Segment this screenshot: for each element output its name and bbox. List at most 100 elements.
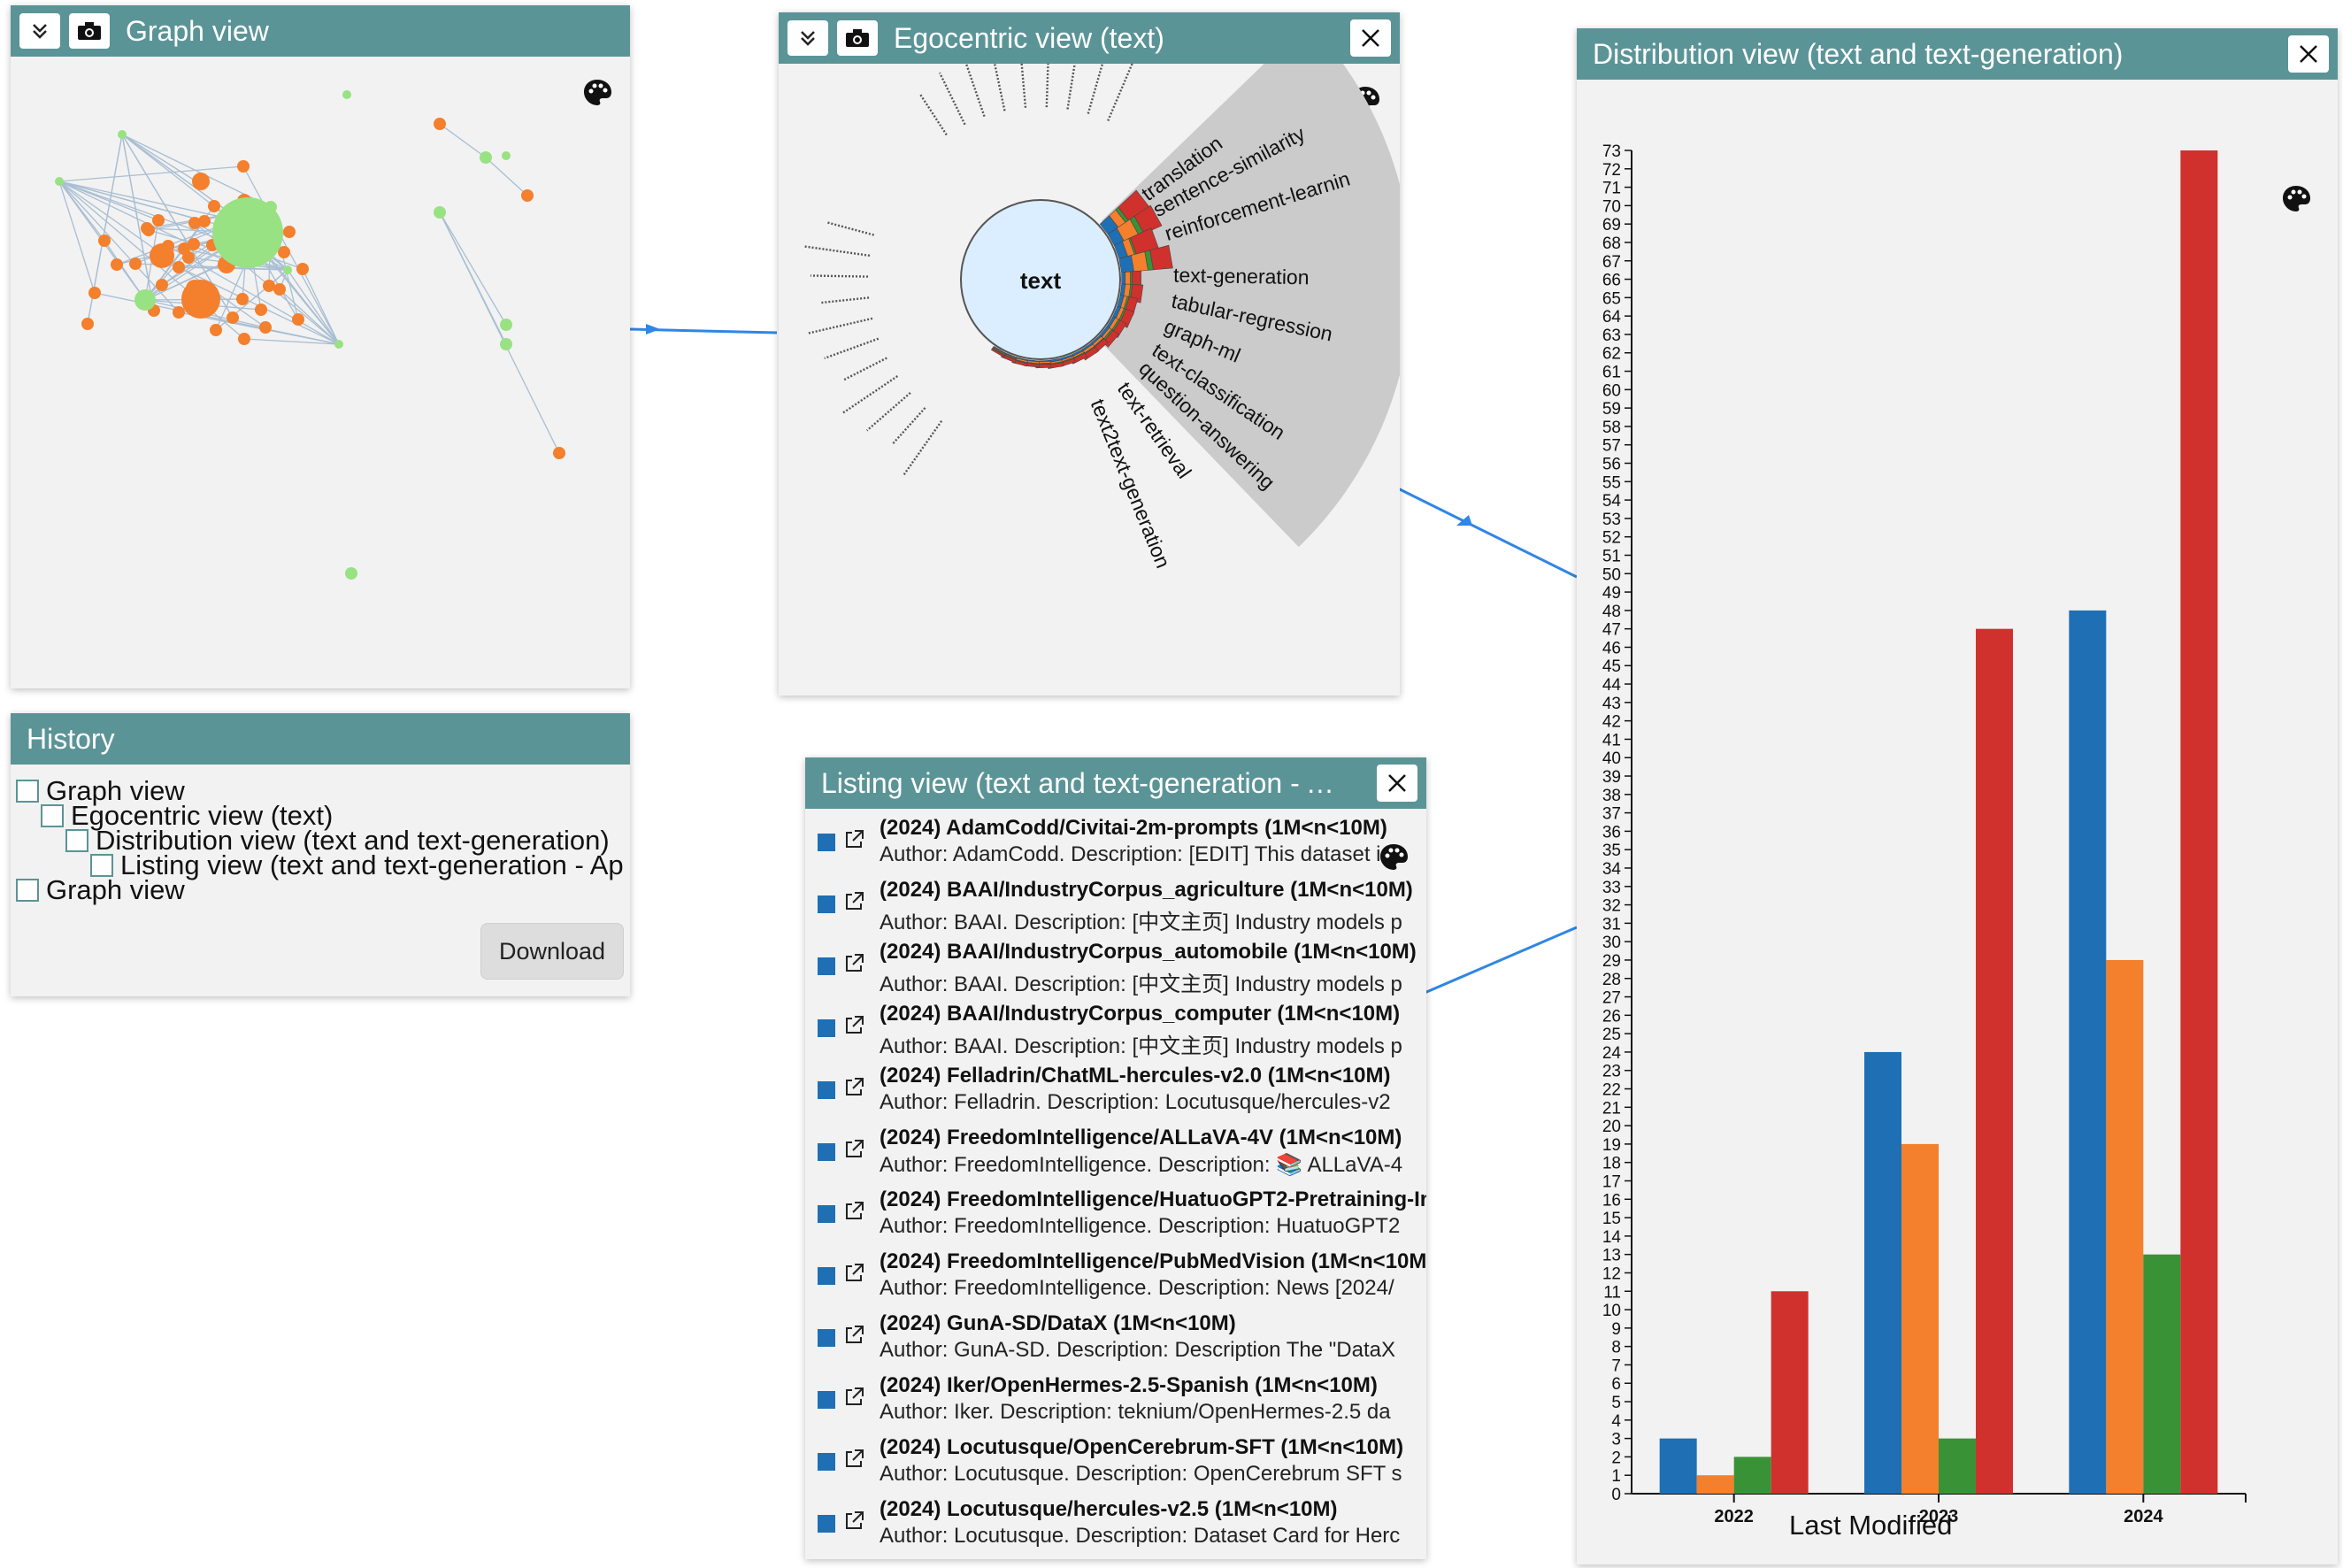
bar[interactable] xyxy=(1976,628,2013,1494)
bar-chart[interactable]: 0123456789101112131415161718192021222324… xyxy=(1577,80,2338,1564)
history-item[interactable]: Egocentric view (text) xyxy=(41,800,333,832)
minor-category-label[interactable] xyxy=(903,420,943,476)
list-item[interactable]: (2024) BAAI/IndustryCorpus_automobile (1… xyxy=(805,933,1426,996)
graph-node[interactable] xyxy=(111,258,123,271)
external-link-icon[interactable] xyxy=(842,1200,865,1223)
external-link-icon[interactable] xyxy=(842,1014,865,1037)
history-item[interactable]: Distribution view (text and text-generat… xyxy=(65,825,610,857)
external-link-icon[interactable] xyxy=(842,1510,865,1533)
listing-view-titlebar[interactable]: Listing view (text and text-generation -… xyxy=(805,757,1426,809)
list-item[interactable]: (2024) BAAI/IndustryCorpus_computer (1M<… xyxy=(805,995,1426,1058)
collapse-button[interactable] xyxy=(787,20,828,56)
graph-node[interactable] xyxy=(345,567,357,580)
graph-node[interactable] xyxy=(55,177,64,186)
bar[interactable] xyxy=(1771,1291,1809,1494)
list-item[interactable]: (2024) FreedomIntelligence/ALLaVA-4V (1M… xyxy=(805,1118,1426,1180)
minor-category-label[interactable] xyxy=(963,64,986,118)
graph-node[interactable] xyxy=(210,324,222,336)
bar[interactable] xyxy=(1696,1475,1734,1494)
graph-node[interactable] xyxy=(188,238,200,250)
palette-icon[interactable] xyxy=(2281,184,2311,214)
center-node[interactable] xyxy=(960,199,1121,360)
graph-node[interactable] xyxy=(173,261,185,273)
graph-node[interactable] xyxy=(553,447,565,459)
graph-node[interactable] xyxy=(178,242,190,255)
bar[interactable] xyxy=(1901,1143,1939,1494)
history-checkbox[interactable] xyxy=(16,879,39,902)
egocentric-view-titlebar[interactable]: Egocentric view (text) xyxy=(779,12,1400,64)
graph-node[interactable] xyxy=(173,306,185,319)
radial-bar-segment[interactable] xyxy=(1035,363,1052,369)
minor-category-label[interactable] xyxy=(1020,64,1027,108)
graph-node[interactable] xyxy=(227,311,239,324)
collapse-button[interactable] xyxy=(19,13,60,49)
minor-category-label[interactable] xyxy=(810,274,869,278)
minor-category-label[interactable] xyxy=(820,296,870,304)
external-link-icon[interactable] xyxy=(842,1448,865,1471)
graph-node[interactable] xyxy=(198,215,211,227)
radial-bar-segment[interactable] xyxy=(1133,204,1163,234)
graph-node[interactable] xyxy=(142,224,155,236)
history-checkbox[interactable] xyxy=(65,829,88,852)
external-link-icon[interactable] xyxy=(842,828,865,851)
listing-list[interactable]: (2024) AdamCodd/Civitai-2m-prompts (1M<n… xyxy=(805,809,1426,1559)
download-button[interactable]: Download xyxy=(480,923,624,980)
graph-node[interactable] xyxy=(434,118,446,130)
radial-bar-segment[interactable] xyxy=(1048,362,1064,369)
list-item[interactable]: (2024) Iker/OpenHermes-2.5-Spanish (1M<n… xyxy=(805,1366,1426,1428)
bar[interactable] xyxy=(1659,1438,1697,1494)
graph-node[interactable] xyxy=(283,265,292,274)
close-button[interactable] xyxy=(1350,19,1391,57)
graph-node[interactable] xyxy=(152,214,165,227)
graph-node[interactable] xyxy=(238,333,250,345)
radial-bar-segment[interactable] xyxy=(1011,359,1028,367)
graph-node[interactable] xyxy=(292,313,304,326)
distribution-view-titlebar[interactable]: Distribution view (text and text-generat… xyxy=(1577,28,2338,80)
graph-node[interactable] xyxy=(208,200,220,212)
close-button[interactable] xyxy=(2288,35,2329,73)
list-item[interactable]: (2024) BAAI/IndustryCorpus_agriculture (… xyxy=(805,871,1426,934)
category-label[interactable]: text-generation xyxy=(1173,264,1310,289)
history-item[interactable]: Graph view xyxy=(16,775,185,807)
graph-node[interactable] xyxy=(150,243,174,268)
graph-node[interactable] xyxy=(259,321,272,334)
history-checkbox[interactable] xyxy=(90,854,113,877)
history-checkbox[interactable] xyxy=(16,780,39,803)
graph-node[interactable] xyxy=(98,234,111,247)
minor-category-label[interactable] xyxy=(1045,64,1049,108)
minor-category-label[interactable] xyxy=(824,337,880,360)
minor-category-label[interactable] xyxy=(891,407,926,445)
minor-category-label[interactable] xyxy=(1087,64,1104,114)
bar[interactable] xyxy=(2143,1254,2181,1494)
graph-node[interactable] xyxy=(186,280,204,297)
graph-node[interactable] xyxy=(237,160,250,173)
graph-node[interactable] xyxy=(480,151,492,164)
bar[interactable] xyxy=(2069,610,2107,1494)
radial-bar-segment[interactable] xyxy=(990,348,1006,358)
graph-node[interactable] xyxy=(255,304,267,316)
graph-node[interactable] xyxy=(342,90,351,99)
graph-node[interactable] xyxy=(88,287,101,299)
graph-node[interactable] xyxy=(296,263,309,275)
graph-node[interactable] xyxy=(502,151,511,160)
graph-node[interactable] xyxy=(156,279,168,291)
external-link-icon[interactable] xyxy=(842,952,865,975)
history-item[interactable]: Listing view (text and text-generation -… xyxy=(90,849,624,881)
minor-category-label[interactable] xyxy=(841,375,899,414)
external-link-icon[interactable] xyxy=(842,1386,865,1409)
network-graph[interactable] xyxy=(11,57,630,688)
graph-node[interactable] xyxy=(434,206,446,219)
minor-category-label[interactable] xyxy=(1107,64,1133,121)
radial-bar-segment[interactable] xyxy=(1149,244,1173,271)
list-item[interactable]: (2024) Felladrin/ChatML-hercules-v2.0 (1… xyxy=(805,1057,1426,1118)
minor-category-label[interactable] xyxy=(803,245,871,257)
graph-node[interactable] xyxy=(129,257,142,270)
screenshot-button[interactable] xyxy=(837,20,878,56)
minor-category-label[interactable] xyxy=(938,72,966,126)
graph-node[interactable] xyxy=(118,130,127,139)
list-item[interactable]: (2024) FreedomIntelligence/HuatuoGPT2-Pr… xyxy=(805,1180,1426,1242)
graph-node[interactable] xyxy=(134,289,156,311)
graph-view-titlebar[interactable]: Graph view xyxy=(11,5,630,57)
bar[interactable] xyxy=(2180,150,2218,1494)
graph-node[interactable] xyxy=(500,338,512,350)
